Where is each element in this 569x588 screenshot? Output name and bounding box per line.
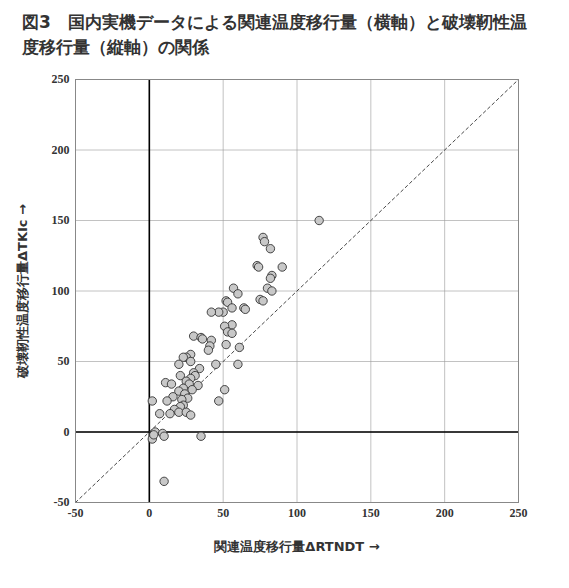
svg-text:150: 150 [52,214,70,228]
svg-text:破壊靭性温度移行量ΔTKIc →: 破壊靭性温度移行量ΔTKIc → [15,204,30,379]
svg-text:0: 0 [64,425,70,439]
svg-text:50: 50 [217,506,229,520]
svg-text:100: 100 [288,506,306,520]
svg-text:-50: -50 [53,495,70,510]
svg-text:50: 50 [58,355,70,369]
svg-text:150: 150 [362,506,380,520]
svg-text:250: 250 [510,506,528,520]
svg-text:関連温度移行量ΔRTNDT →: 関連温度移行量ΔRTNDT → [214,539,379,554]
svg-text:100: 100 [52,284,70,298]
svg-text:200: 200 [52,143,70,157]
svg-text:200: 200 [436,506,454,520]
svg-text:250: 250 [52,73,70,87]
html-text:図3 国内実機データによる関連温度移行量（横軸）と破壊靭性温: 図3 国内実機データによる関連温度移行量（横軸）と破壊靭性温度移行量（縦軸）の関… [22,12,527,57]
svg-text:-50: -50 [68,506,84,520]
svg-text:0: 0 [146,506,152,520]
